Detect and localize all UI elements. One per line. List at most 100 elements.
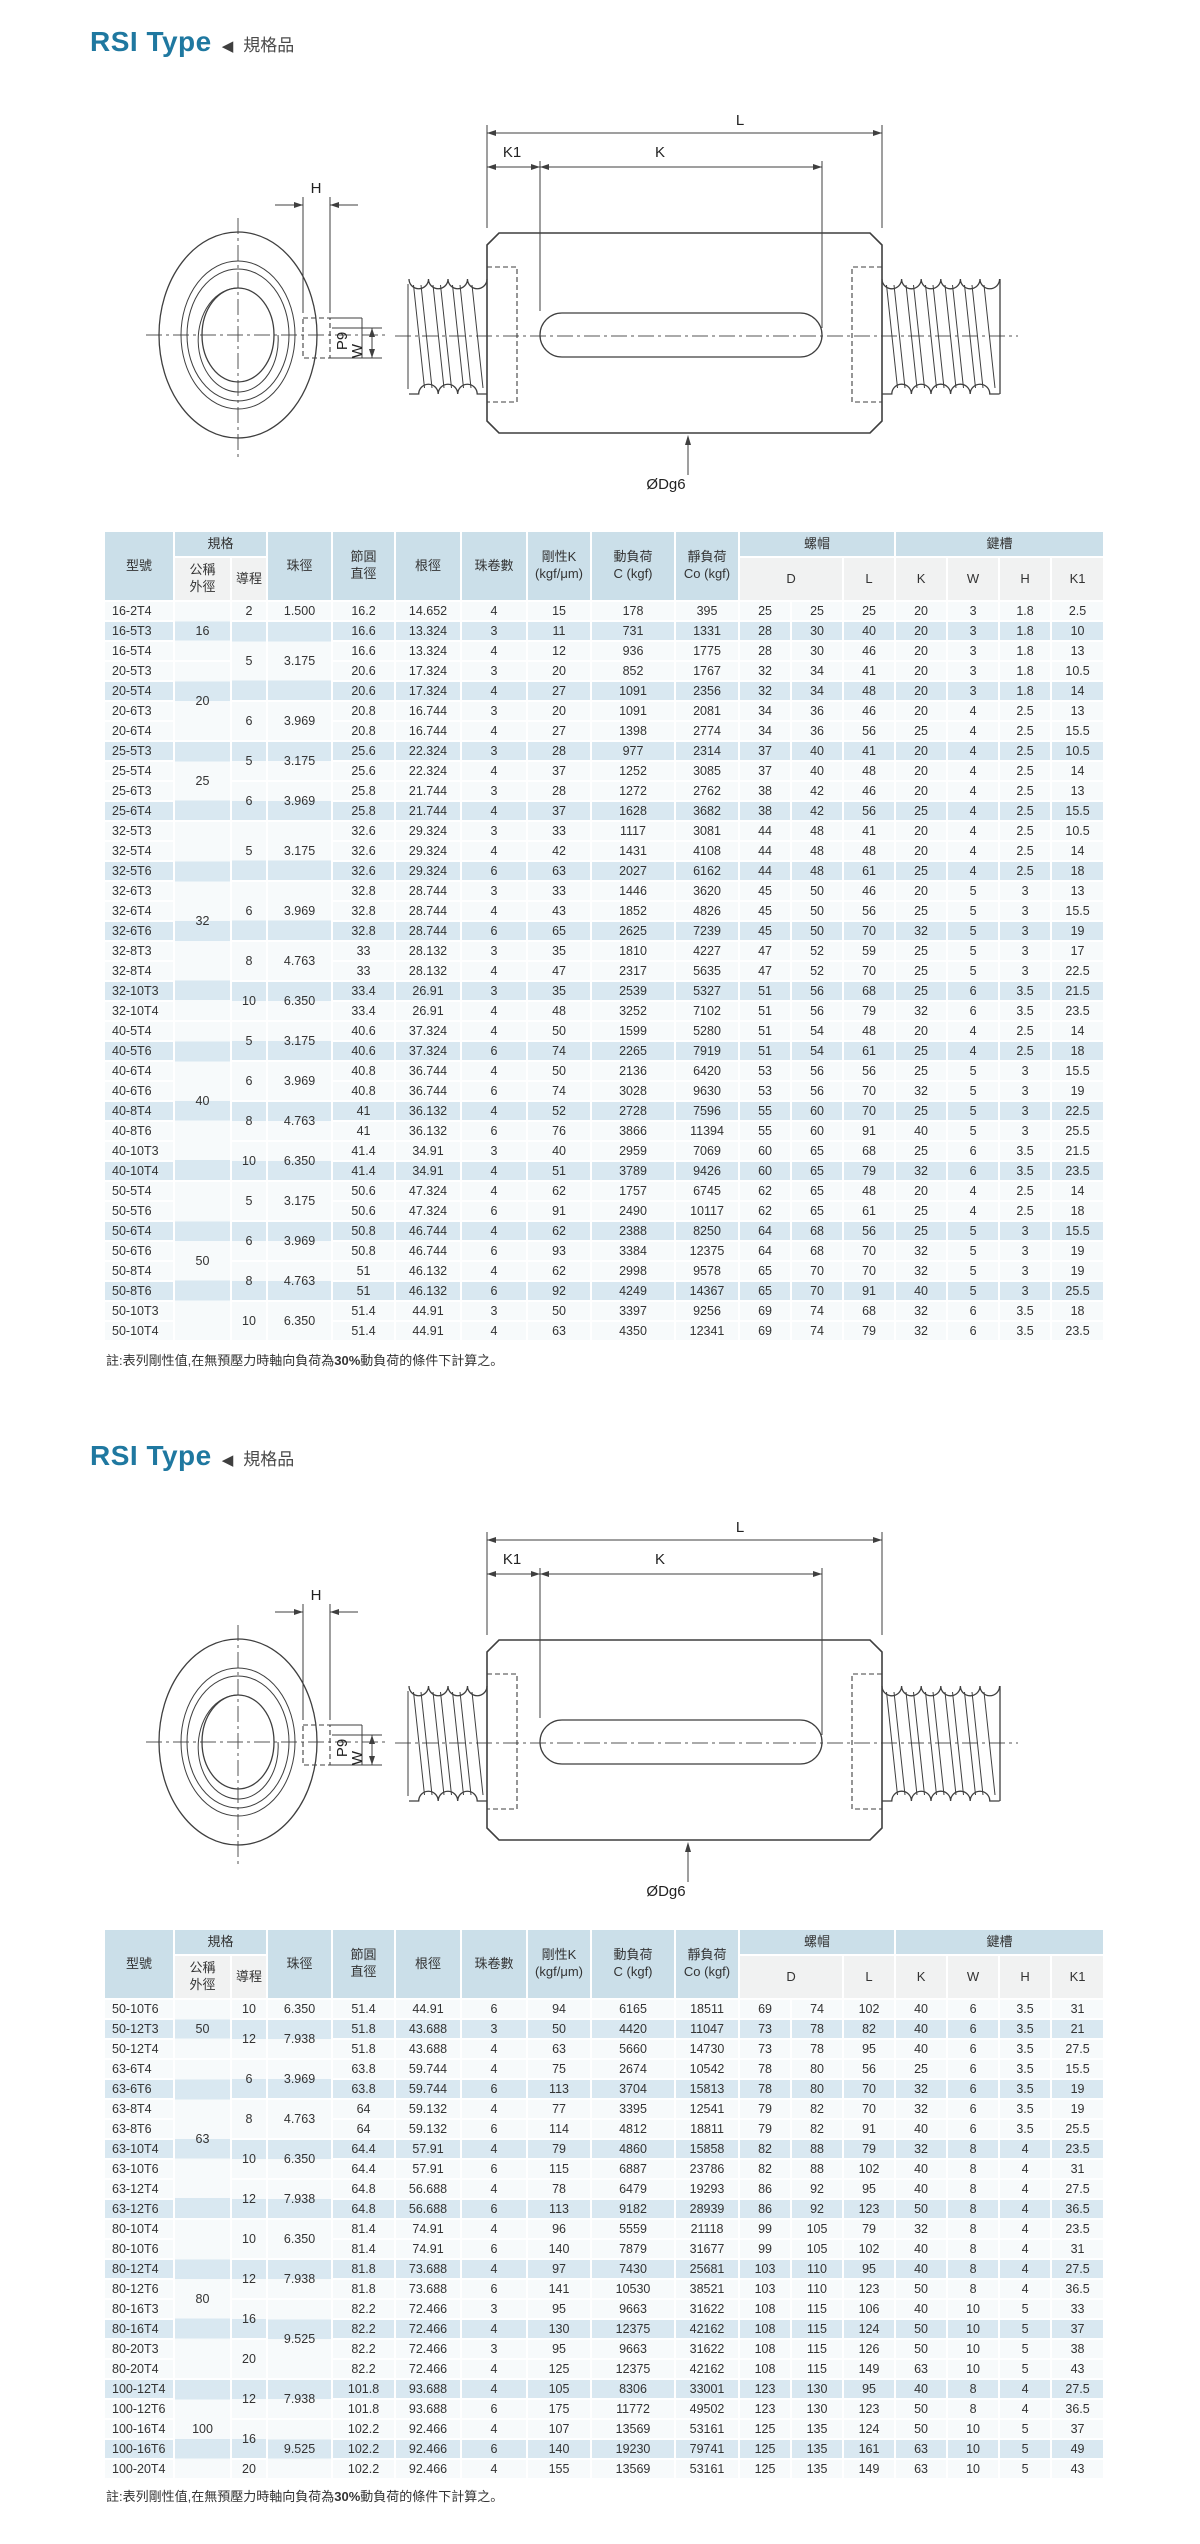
cell-root-dia: 43.688 bbox=[396, 2020, 463, 2040]
cell-nut-l: 161 bbox=[844, 2440, 897, 2460]
cell-dynamic-load: 7430 bbox=[592, 2260, 677, 2280]
section-title: RSI Type ◀ 規格品 bbox=[90, 1440, 294, 1472]
cell-key-h: 3.5 bbox=[1000, 982, 1053, 1002]
cell-nut-l: 68 bbox=[844, 1302, 897, 1322]
spec-row: 50-10T4 51.4 44.91 4 63 4350 12341 69 74 79 32 6 3.5… bbox=[105, 1322, 1106, 1342]
cell-key-h: 4 bbox=[1000, 2280, 1053, 2300]
cell-circuits: 4 bbox=[462, 802, 529, 822]
cell-dynamic-load: 1431 bbox=[592, 842, 677, 862]
cell-nut-d1: 125 bbox=[740, 2460, 793, 2480]
cell-key-k: 40 bbox=[896, 2040, 949, 2060]
cell-key-k: 20 bbox=[896, 602, 949, 622]
cell-key-k1: 38 bbox=[1052, 2340, 1106, 2360]
cell-lead: 8 bbox=[232, 1262, 269, 1302]
cell-nut-d2: 60 bbox=[792, 1122, 845, 1142]
cell-key-h: 3 bbox=[1000, 1282, 1053, 1302]
nut-front-view-diagram: H P9 W bbox=[146, 180, 388, 457]
spec-row: 100-12T4 100 12 7.938 101.8 93.688 4 105 8306 330… bbox=[105, 2380, 1106, 2480]
cell-nut-l: 123 bbox=[844, 2280, 897, 2300]
cell-key-w: 4 bbox=[948, 1022, 1001, 1042]
col-header-w: W bbox=[948, 558, 1001, 602]
cell-pitch-dia: 32.8 bbox=[333, 902, 397, 922]
cell-key-h: 2.5 bbox=[1000, 822, 1053, 842]
cell-circuits: 4 bbox=[462, 2220, 529, 2240]
cell-root-dia: 29.324 bbox=[396, 822, 463, 842]
cell-nut-d2: 34 bbox=[792, 682, 845, 702]
cell-ball-dia: 3.175 bbox=[268, 822, 334, 882]
cell-circuits: 6 bbox=[462, 2400, 529, 2420]
cell-nut-l: 68 bbox=[844, 982, 897, 1002]
cell-key-k1: 43 bbox=[1052, 2360, 1106, 2380]
cell-nut-l: 41 bbox=[844, 742, 897, 762]
cell-stiffness: 92 bbox=[528, 1282, 593, 1302]
cell-key-h: 2.5 bbox=[1000, 1022, 1053, 1042]
cell-model: 80-20T3 bbox=[105, 2340, 175, 2360]
cell-circuits: 3 bbox=[462, 942, 529, 962]
cell-dynamic-load: 12375 bbox=[592, 2360, 677, 2380]
cell-lead: 16 bbox=[232, 2420, 269, 2460]
cell-key-h: 2.5 bbox=[1000, 1042, 1053, 1062]
cell-model: 25-6T3 bbox=[105, 782, 175, 802]
cell-outer-dia: 50 bbox=[175, 1182, 232, 1342]
cell-nut-l: 48 bbox=[844, 762, 897, 782]
cell-static-load: 6745 bbox=[676, 1182, 741, 1202]
cell-key-k: 40 bbox=[896, 2160, 949, 2180]
cell-nut-d1: 123 bbox=[740, 2380, 793, 2400]
cell-static-load: 7239 bbox=[676, 922, 741, 942]
cell-static-load: 49502 bbox=[676, 2400, 741, 2420]
cell-nut-l: 91 bbox=[844, 1282, 897, 1302]
cell-nut-d2: 56 bbox=[792, 982, 845, 1002]
cell-key-w: 8 bbox=[948, 2160, 1001, 2180]
cell-lead: 2 bbox=[232, 602, 269, 622]
cell-key-w: 6 bbox=[948, 2100, 1001, 2120]
cell-key-w: 8 bbox=[948, 2200, 1001, 2220]
cell-nut-d1: 82 bbox=[740, 2140, 793, 2160]
cell-model: 63-8T4 bbox=[105, 2100, 175, 2120]
cell-nut-d1: 55 bbox=[740, 1102, 793, 1122]
spec-row: 80-16T4 82.2 72.466 4 130 12375 42162 108 115 124… bbox=[105, 2320, 1106, 2340]
cell-static-load: 395 bbox=[676, 602, 741, 622]
cell-nut-d1: 51 bbox=[740, 1022, 793, 1042]
cell-key-w: 3 bbox=[948, 642, 1001, 662]
cell-model: 50-10T3 bbox=[105, 1302, 175, 1322]
cell-circuits: 4 bbox=[462, 1022, 529, 1042]
col-header-dynamic-load: 動負荷 C (kgf) bbox=[592, 532, 677, 602]
cell-key-k: 40 bbox=[896, 2020, 949, 2040]
cell-nut-d1: 65 bbox=[740, 1262, 793, 1282]
cell-nut-l: 68 bbox=[844, 1142, 897, 1162]
cell-stiffness: 94 bbox=[528, 2000, 593, 2020]
cell-nut-d2: 42 bbox=[792, 782, 845, 802]
cell-ball-dia: 6.350 bbox=[268, 2220, 334, 2260]
cell-nut-d1: 25 bbox=[740, 602, 793, 622]
cell-nut-d2: 74 bbox=[792, 2000, 845, 2020]
cell-nut-l: 48 bbox=[844, 682, 897, 702]
cell-dynamic-load: 4350 bbox=[592, 1322, 677, 1342]
cell-pitch-dia: 64.8 bbox=[333, 2200, 397, 2220]
spec-row: 40-6T4 6 3.969 40.8 36.744 4 50 2136 6420 53 56 56 2… bbox=[105, 1062, 1106, 1102]
cell-pitch-dia: 40.8 bbox=[333, 1062, 397, 1082]
spec-row: 50-5T6 50.6 47.324 6 91 2490 10117 62 65 61 25 4 2.5… bbox=[105, 1202, 1106, 1222]
cell-circuits: 3 bbox=[462, 1302, 529, 1322]
cell-key-k: 40 bbox=[896, 2000, 949, 2020]
cell-key-k: 25 bbox=[896, 902, 949, 922]
cell-key-w: 10 bbox=[948, 2420, 1001, 2440]
cell-key-h: 4 bbox=[1000, 2180, 1053, 2200]
spec-table-body-2: 50-10T6 50 10 6.350 51.4 44.91 6 94 6165 18511 69 7… bbox=[105, 2000, 1106, 2480]
cell-static-load: 25681 bbox=[676, 2260, 741, 2280]
cell-dynamic-load: 1628 bbox=[592, 802, 677, 822]
cell-pitch-dia: 33 bbox=[333, 962, 397, 982]
cell-static-load: 21118 bbox=[676, 2220, 741, 2240]
cell-nut-d2: 50 bbox=[792, 922, 845, 942]
cell-dynamic-load: 1252 bbox=[592, 762, 677, 782]
cell-key-k: 32 bbox=[896, 1262, 949, 1282]
cell-pitch-dia: 41 bbox=[333, 1102, 397, 1122]
cell-nut-l: 56 bbox=[844, 1062, 897, 1082]
cell-root-dia: 93.688 bbox=[396, 2400, 463, 2420]
cell-key-w: 3 bbox=[948, 602, 1001, 622]
cell-key-w: 5 bbox=[948, 1062, 1001, 1082]
cell-model: 50-6T4 bbox=[105, 1222, 175, 1242]
cell-key-k1: 13 bbox=[1052, 702, 1106, 722]
cell-dynamic-load: 6479 bbox=[592, 2180, 677, 2200]
cell-nut-d1: 34 bbox=[740, 702, 793, 722]
cell-model: 100-16T4 bbox=[105, 2420, 175, 2440]
